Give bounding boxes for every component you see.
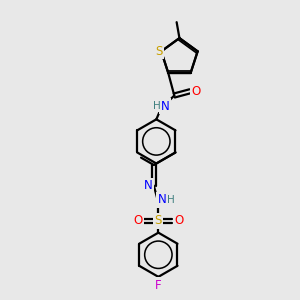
Text: O: O — [174, 214, 184, 227]
Text: O: O — [192, 85, 201, 98]
Text: N: N — [158, 193, 166, 206]
Text: N: N — [161, 100, 170, 112]
Text: S: S — [155, 214, 162, 227]
Text: F: F — [155, 279, 162, 292]
Text: H: H — [153, 101, 161, 111]
Text: N: N — [143, 179, 152, 192]
Text: S: S — [155, 45, 163, 58]
Text: H: H — [167, 195, 175, 205]
Text: O: O — [133, 214, 142, 227]
